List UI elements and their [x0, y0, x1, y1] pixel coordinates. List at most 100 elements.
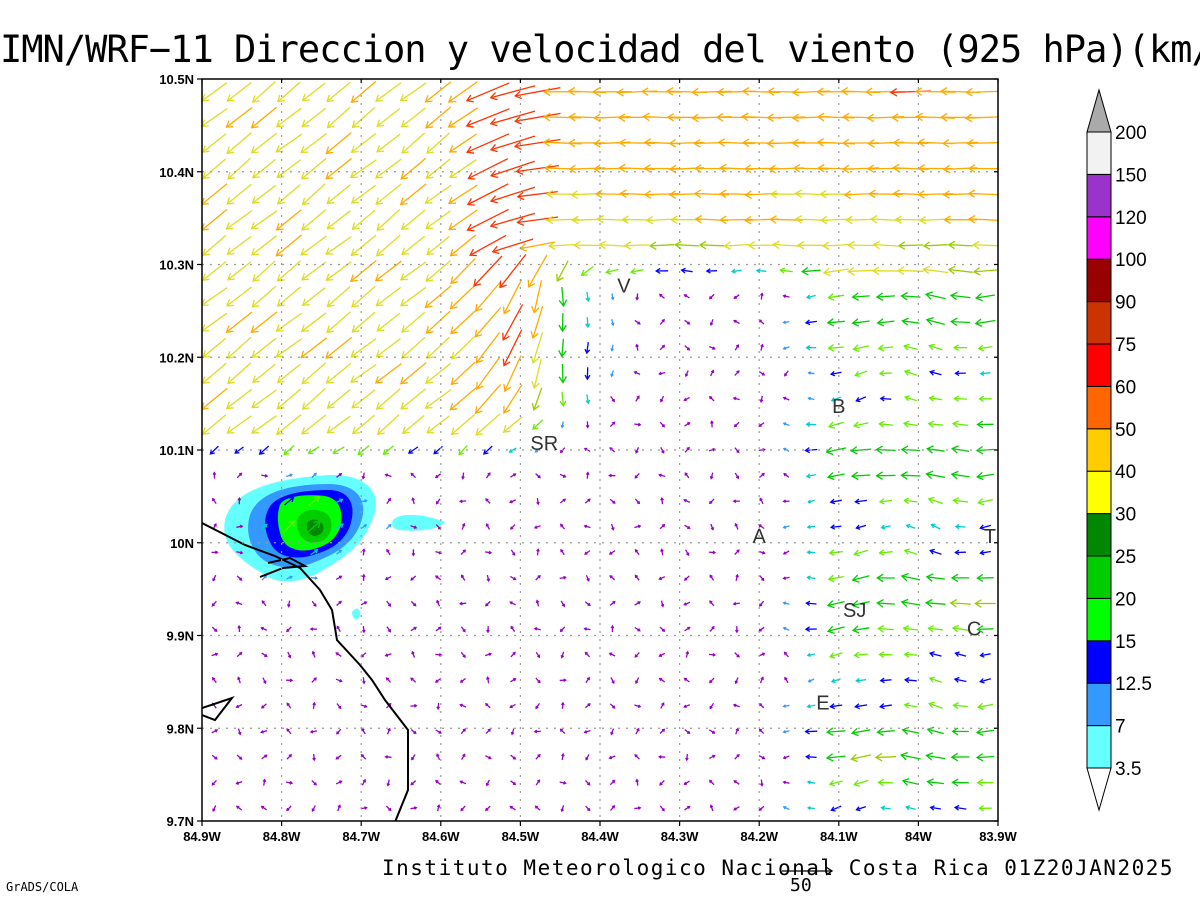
wind-vector	[485, 728, 491, 735]
wind-vector	[828, 652, 843, 659]
wind-vector	[683, 294, 690, 299]
wind-vector	[665, 87, 708, 96]
wind-vector	[792, 163, 829, 173]
wind-vector	[250, 311, 278, 333]
wind-vector	[740, 112, 782, 122]
wind-vector	[734, 447, 740, 454]
wind-vector	[212, 471, 217, 479]
wind-vector	[535, 651, 541, 659]
wind-vector	[903, 343, 918, 351]
wind-vector	[806, 704, 816, 709]
colorbar-label: 120	[1115, 208, 1147, 229]
wind-vector	[211, 626, 218, 633]
wind-vector	[733, 294, 740, 300]
wind-vector	[954, 651, 967, 657]
wind-vector	[930, 523, 941, 530]
wind-vector	[312, 701, 316, 709]
wind-vector	[684, 370, 689, 378]
wind-vector	[924, 291, 946, 300]
wind-vector	[509, 499, 516, 504]
wind-vector	[301, 183, 326, 206]
wind-vector	[941, 139, 979, 148]
wind-vector	[953, 676, 967, 683]
wind-vector	[866, 113, 905, 123]
wind-vector	[434, 677, 442, 683]
wind-vector	[447, 184, 478, 204]
wind-vector	[914, 87, 956, 96]
wind-vector	[448, 133, 477, 153]
wind-vector	[226, 132, 252, 155]
wind-vector	[951, 778, 969, 787]
wind-vector	[510, 524, 516, 530]
wind-vector	[301, 287, 326, 307]
wind-vector	[610, 804, 616, 811]
wind-vector	[436, 599, 441, 607]
wind-vector	[375, 234, 401, 257]
speed-shading	[224, 474, 445, 620]
wind-vector	[759, 575, 765, 582]
wind-vector	[685, 754, 689, 762]
wind-vector	[326, 286, 351, 308]
wind-vector	[585, 471, 590, 479]
wind-vector	[300, 337, 328, 359]
wind-vector	[717, 138, 755, 147]
wind-vector	[709, 319, 714, 327]
wind-vector	[943, 215, 977, 224]
wind-vector	[977, 344, 993, 352]
wind-vector	[558, 286, 568, 308]
wind-vector	[609, 600, 616, 606]
wind-vector	[685, 549, 690, 557]
wind-vector	[459, 677, 466, 683]
wind-vector	[307, 520, 322, 533]
wind-vector	[805, 345, 817, 351]
wind-vector	[227, 157, 251, 180]
wind-vector	[683, 396, 691, 402]
wind-vector	[516, 190, 558, 201]
wind-vector	[741, 138, 781, 148]
wind-vector	[276, 388, 302, 410]
wind-vector	[335, 754, 342, 760]
wind-vector	[609, 703, 616, 709]
wind-vector	[875, 471, 896, 480]
wind-vector	[535, 473, 541, 479]
wind-vector	[878, 651, 893, 658]
wind-vector	[310, 549, 319, 556]
lat-tick-label: 9.7N	[167, 814, 194, 829]
wind-vector	[683, 677, 690, 683]
wind-vector	[361, 573, 366, 581]
wind-vector	[634, 754, 640, 760]
wind-vector	[384, 473, 392, 478]
wind-vector	[953, 395, 967, 402]
wind-vector	[758, 371, 766, 376]
wind-vector	[336, 703, 342, 710]
wind-vector	[708, 652, 717, 657]
wind-vector	[401, 415, 425, 435]
wind-vector	[782, 422, 790, 427]
wind-vector	[693, 189, 730, 199]
wind-vector	[708, 779, 715, 786]
wind-vector	[202, 133, 227, 153]
wind-vector	[660, 600, 665, 608]
wind-vector	[514, 112, 561, 125]
wind-vector	[952, 702, 968, 710]
wind-vector	[399, 261, 427, 281]
wind-vector	[309, 729, 318, 734]
wind-vector	[466, 183, 509, 206]
wind-vector	[559, 781, 567, 785]
wind-vector	[825, 727, 846, 736]
wind-vector	[821, 241, 850, 251]
wind-vector	[659, 421, 666, 428]
station-label: C	[967, 619, 981, 641]
wind-vector	[360, 704, 368, 709]
wind-vector	[854, 498, 867, 505]
colorbar-bin	[1086, 725, 1112, 769]
colorbar-label: 50	[1115, 420, 1136, 441]
wind-vector	[336, 600, 342, 606]
wind-vector	[709, 600, 715, 607]
wind-vector	[759, 676, 764, 684]
wind-vector	[878, 420, 893, 428]
wind-vector	[926, 778, 945, 787]
wind-vector	[922, 241, 948, 250]
coastline-gulf	[259, 556, 309, 578]
